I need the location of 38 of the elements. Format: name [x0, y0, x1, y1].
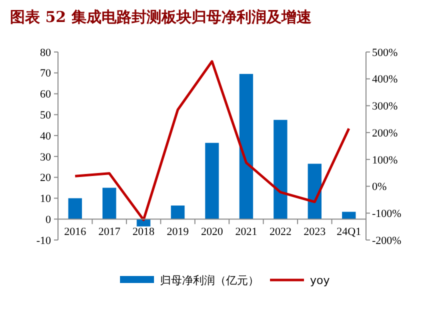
bar	[102, 188, 116, 220]
y2-tick-label: -100%	[372, 208, 402, 220]
bar	[274, 120, 288, 220]
x-tick-label: 2018	[132, 226, 156, 238]
bar	[205, 142, 219, 220]
x-tick-label: 2017	[98, 226, 121, 238]
y-tick-label: 20	[40, 172, 52, 184]
y-tick-label: 50	[40, 110, 52, 122]
y-tick-label: 30	[40, 151, 52, 164]
y2-tick-label: 300%	[372, 100, 398, 113]
y2-tick-label: 100%	[372, 154, 398, 166]
y2-tick-label: 500%	[372, 46, 398, 59]
x-tick-label: 2016	[64, 226, 87, 238]
y-tick-label: 0	[46, 214, 52, 226]
y2-tick-label: -200%	[372, 234, 402, 247]
x-tick-label: 2022	[269, 226, 292, 238]
bar	[239, 74, 254, 220]
y-tick-label: 10	[40, 193, 52, 206]
y2-tick-label: 400%	[372, 74, 398, 86]
legend-label: 归母净利润（亿元）	[160, 274, 259, 287]
chart-title: 图表 52 集成电路封测板块归母净利润及增速	[10, 8, 312, 26]
bar	[136, 219, 150, 226]
x-tick-label: 2021	[235, 226, 258, 238]
x-tick-label: 24Q1	[336, 226, 362, 238]
x-tick-label: 2019	[166, 226, 190, 238]
y2-tick-label: 200%	[372, 127, 398, 140]
y-tick-label: 80	[40, 46, 52, 59]
y2-tick-label: 0%	[372, 181, 387, 194]
y-tick-label: -10	[36, 234, 52, 247]
y-tick-label: 60	[40, 88, 52, 101]
x-tick-label: 2023	[304, 226, 326, 238]
line-series	[74, 60, 350, 222]
y-tick-label: 40	[40, 130, 52, 142]
bar	[68, 198, 82, 220]
y-tick-label: 70	[40, 68, 52, 80]
bar	[170, 206, 185, 220]
x-tick-label: 2020	[201, 226, 224, 238]
legend-label: yoy	[310, 274, 330, 287]
